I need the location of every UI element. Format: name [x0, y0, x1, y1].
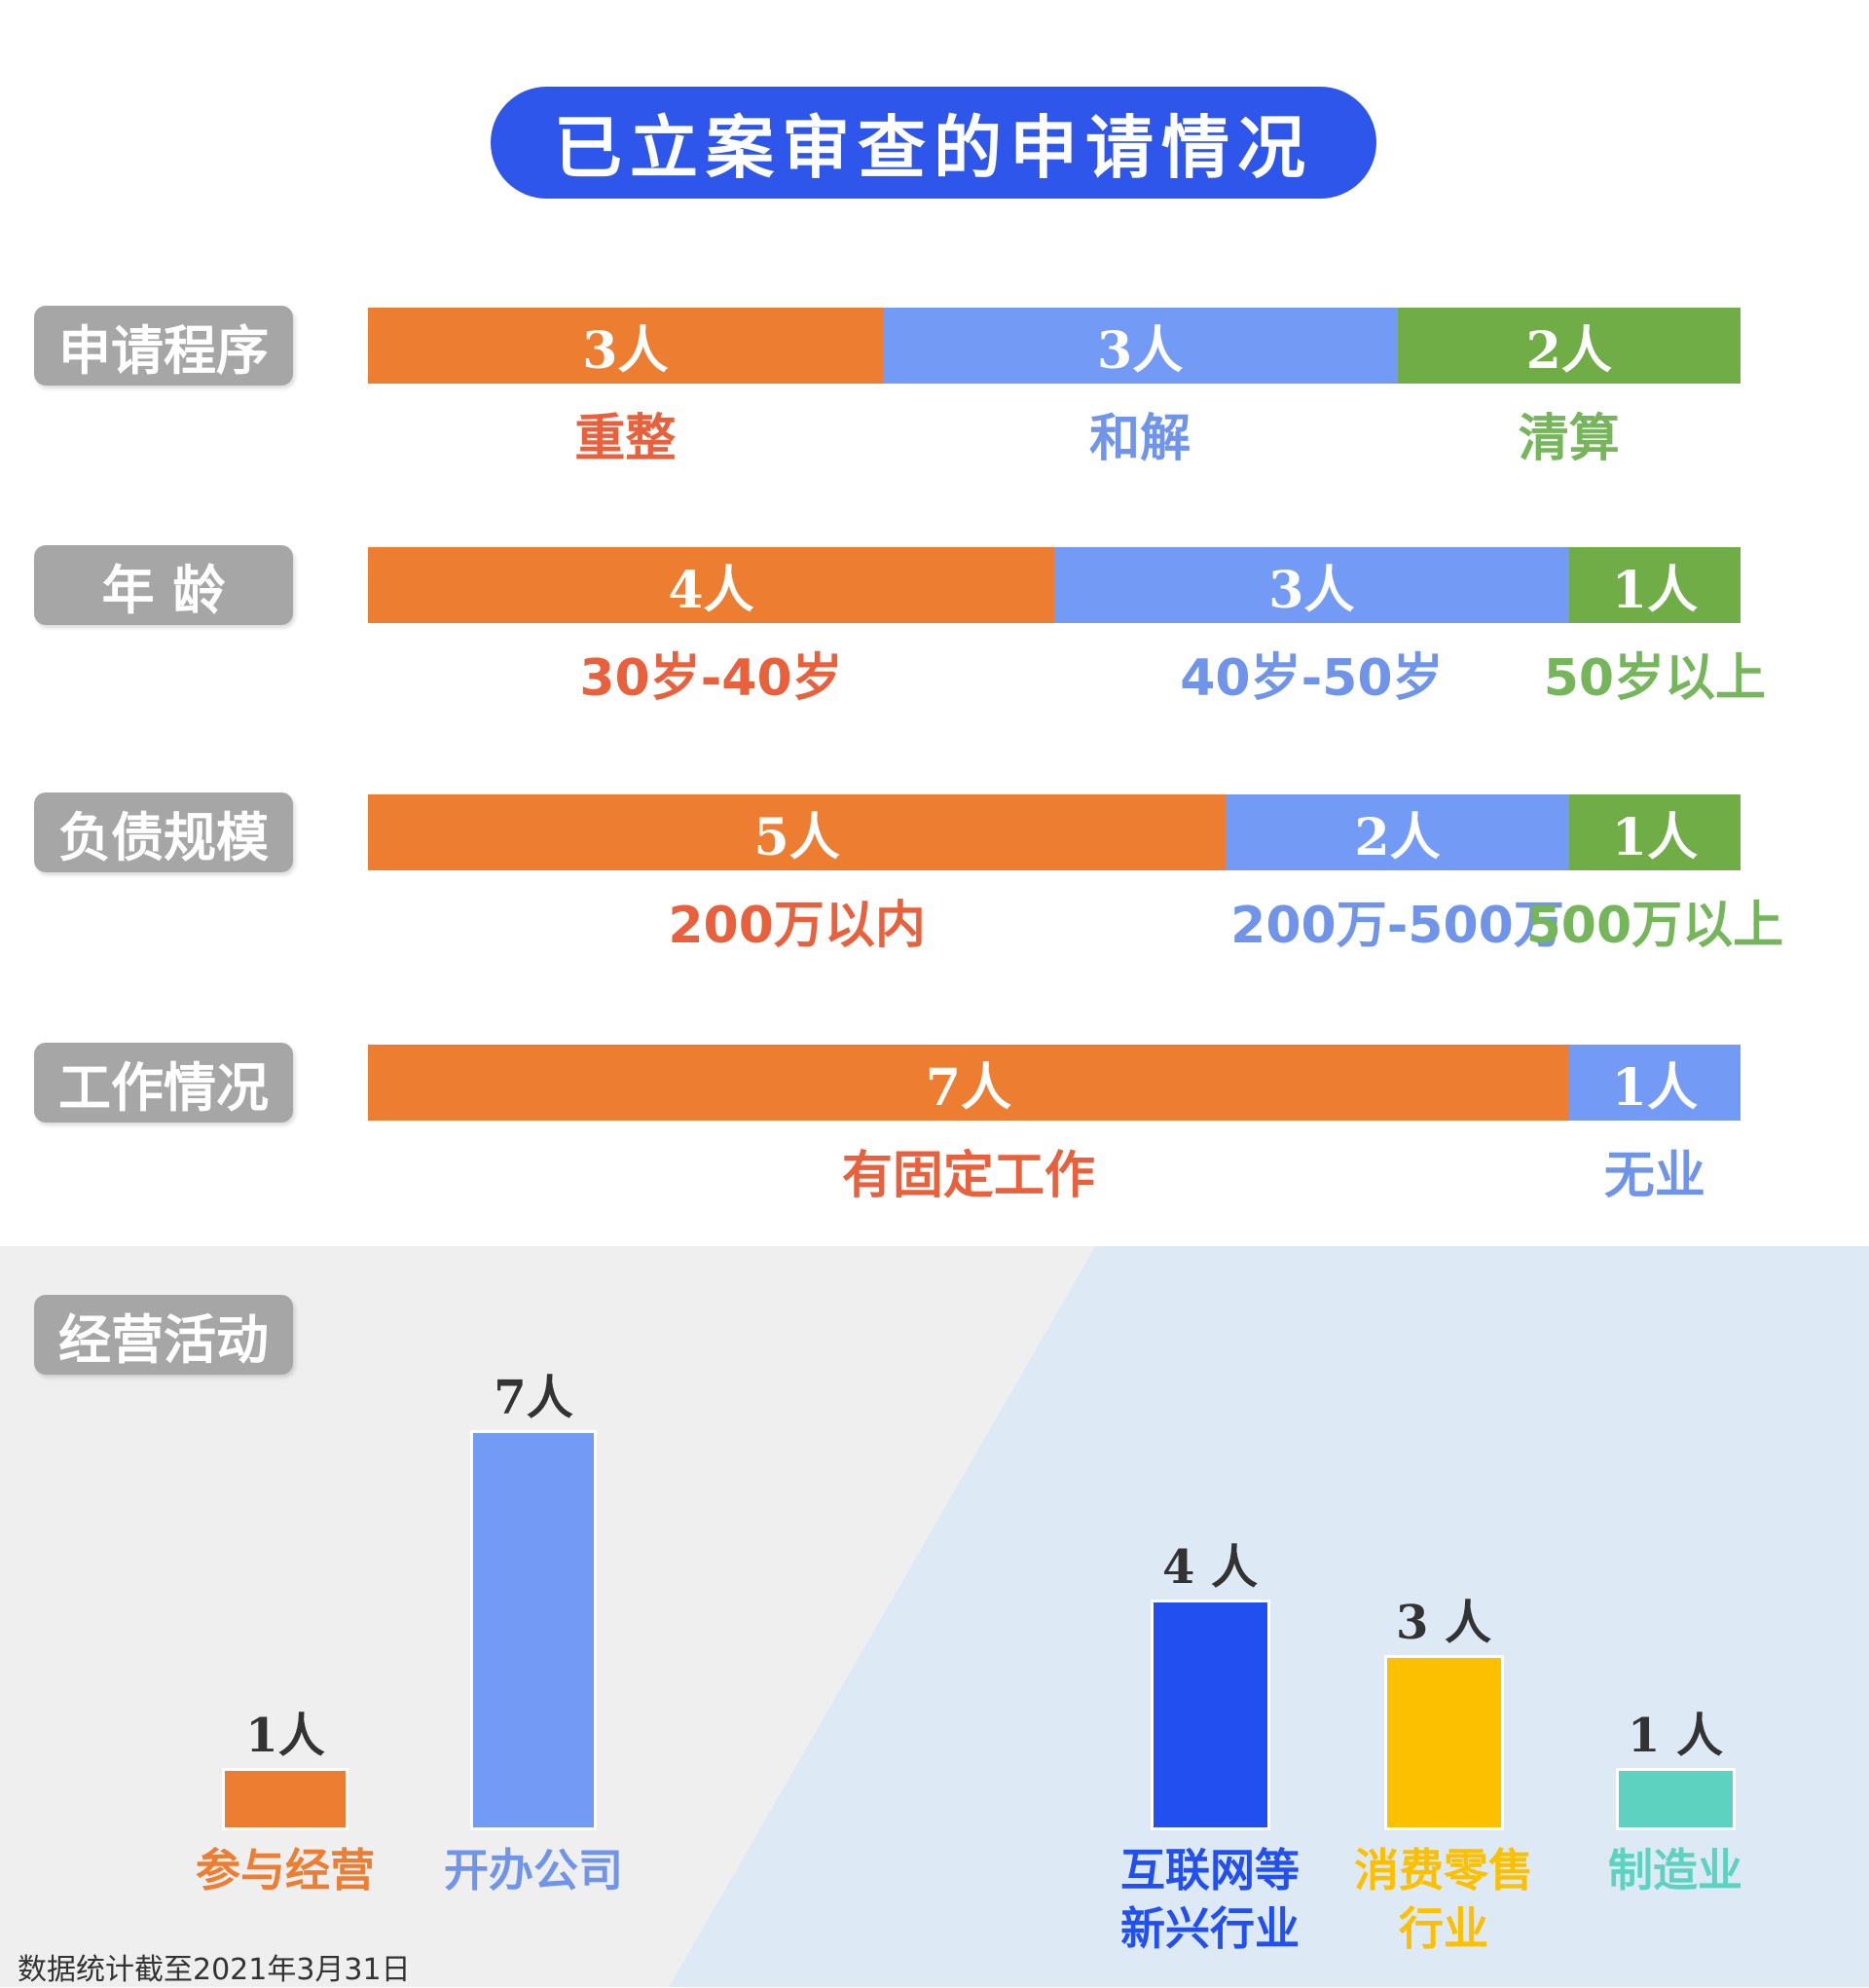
- bar-segment: 1人: [1568, 794, 1741, 870]
- bar-segment: 3人: [882, 308, 1398, 384]
- segment-category-label: 重整: [574, 410, 677, 468]
- bar-value-label: 7人: [494, 1371, 573, 1425]
- row-label: 年 龄: [34, 545, 293, 625]
- vertical-bar: [1153, 1601, 1267, 1827]
- segment-category-label: 40岁-50岁: [1180, 649, 1444, 708]
- segment-category-label: 有固定工作: [841, 1147, 1095, 1205]
- page-title: 已立案审查的申请情况: [491, 87, 1376, 199]
- bar-segment: 3人: [1054, 547, 1569, 623]
- vertical-bar: [225, 1771, 346, 1827]
- segment-category-label: 和解: [1089, 410, 1191, 468]
- bar-value-label: 1人: [245, 1709, 325, 1764]
- stacked-bar: 7人 1人: [368, 1045, 1741, 1121]
- vertical-bar: [473, 1433, 594, 1827]
- bar-segment: 1人: [1568, 1045, 1741, 1121]
- row-label: 经营活动: [34, 1295, 293, 1375]
- business-activity-section: 1人参与经营 7人开办公司 4 人互联网等新兴行业 3 人消费零售行业 1 人制造业: [0, 1246, 1869, 1987]
- bar-segment: 1人: [1568, 547, 1741, 623]
- segment-category-label: 50岁以上: [1543, 649, 1767, 708]
- segment-category-label: 200万-500万: [1230, 897, 1564, 955]
- bar-category-label: 消费零售 行业: [1354, 1841, 1533, 1958]
- stacked-bar: 4人 3人 1人: [368, 547, 1741, 623]
- bar-category-label-line: 行业: [1399, 1902, 1488, 1955]
- segment-category-label: 无业: [1603, 1147, 1705, 1205]
- stacked-bar: 3人 3人 2人: [368, 308, 1741, 384]
- bar-segment: 7人: [368, 1045, 1569, 1121]
- bar-category-label-line: 互联网等: [1120, 1844, 1300, 1896]
- bar-category-label-line: 制造业: [1608, 1844, 1742, 1896]
- bar-category-label: 制造业: [1608, 1841, 1742, 1899]
- segment-category-label: 清算: [1518, 410, 1620, 468]
- bar-category-label: 参与经营: [196, 1841, 375, 1899]
- bar-segment: 3人: [368, 308, 883, 384]
- bg-right-panel: [669, 1246, 1869, 1987]
- vertical-bar: [1618, 1771, 1733, 1827]
- bar-category-label: 互联网等 新兴行业: [1120, 1841, 1300, 1958]
- row-label: 工作情况: [34, 1043, 293, 1123]
- segment-category-label: 30岁-40岁: [579, 649, 843, 708]
- bar-segment: 2人: [1226, 794, 1569, 870]
- bar-segment: 4人: [368, 547, 1054, 623]
- bar-category-label-line: 开办公司: [444, 1844, 623, 1896]
- vertical-bar: [1386, 1658, 1501, 1827]
- segment-category-label: 200万以内: [668, 897, 926, 955]
- row-label: 负债规模: [34, 792, 293, 872]
- bar-value-label: 1 人: [1627, 1709, 1724, 1764]
- bar-category-label: 开办公司: [444, 1841, 623, 1899]
- footnote: 数据统计截至2021年3月31日: [18, 1953, 411, 1987]
- bar-category-label-line: 消费零售: [1354, 1844, 1533, 1896]
- bar-value-label: 4 人: [1161, 1539, 1259, 1595]
- bar-value-label: 3 人: [1395, 1596, 1492, 1651]
- segment-category-label: 500万以上: [1525, 897, 1784, 955]
- bar-segment: 5人: [368, 794, 1227, 870]
- stacked-bar: 5人 2人 1人: [368, 794, 1741, 870]
- bar-category-label-line: 新兴行业: [1120, 1902, 1300, 1955]
- row-label: 申请程序: [34, 306, 293, 386]
- bar-category-label-line: 参与经营: [196, 1844, 375, 1896]
- bar-segment: 2人: [1397, 308, 1741, 384]
